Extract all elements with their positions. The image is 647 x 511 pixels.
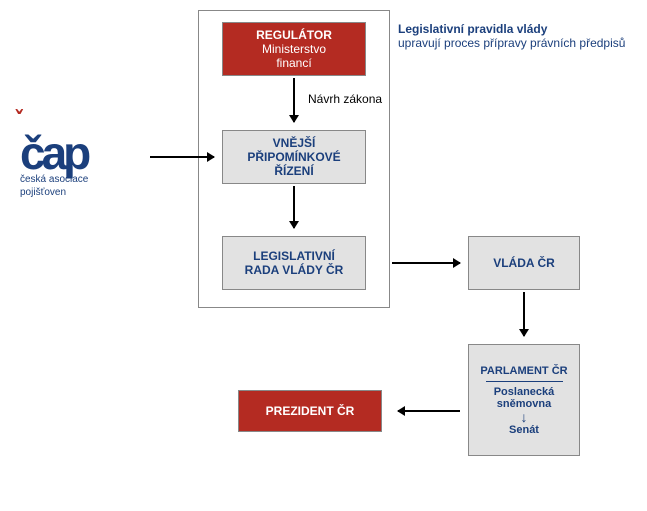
logo-cap: ˇ čap česká asociace pojišťoven [20, 135, 88, 198]
vlada-line1: VLÁDA ČR [493, 256, 555, 270]
parlament-line3: Senát [509, 424, 539, 436]
regulator-line1: Ministerstvo [262, 42, 326, 56]
arrow-lrv-to-vlada [392, 262, 460, 264]
regulator-title: REGULÁTOR [256, 28, 332, 42]
node-regulator: REGULÁTOR Ministerstvo financí [222, 22, 366, 76]
logo-hacek: ˇ [16, 105, 23, 139]
logo-sub2: pojišťoven [20, 187, 88, 198]
vpr-line1: VNĚJŠÍ [273, 136, 316, 150]
node-prezident: PREZIDENT ČR [238, 390, 382, 432]
arrow-vlada-to-parlament [523, 292, 525, 336]
vpr-line2: PŘIPOMÍNKOVÉ [247, 150, 340, 164]
arrow-reg-to-vpr [293, 78, 295, 122]
logo-brand: čap [20, 135, 88, 172]
parlament-title: PARLAMENT ČR [480, 365, 567, 377]
node-vlada: VLÁDA ČR [468, 236, 580, 290]
annotation-text: upravují proces přípravy právních předpi… [398, 36, 625, 50]
parlament-separator [486, 381, 563, 382]
annotation-title: Legislativní pravidla vlády [398, 22, 625, 36]
prezident-title: PREZIDENT ČR [266, 404, 355, 418]
arrow-snemovna-senat: ↓ [521, 410, 528, 424]
parlament-line1: Poslanecká [494, 386, 555, 398]
lrv-line2: RADA VLÁDY ČR [245, 263, 344, 277]
node-vpr: VNĚJŠÍ PŘIPOMÍNKOVÉ ŘÍZENÍ [222, 130, 366, 184]
label-navrh-zakona: Návrh zákona [308, 92, 382, 106]
arrow-logo-to-vpr [150, 156, 214, 158]
parlament-line2: sněmovna [497, 398, 551, 410]
vpr-line3: ŘÍZENÍ [274, 164, 313, 178]
logo-sub1: česká asociace [20, 174, 88, 185]
regulator-line2: financí [276, 56, 311, 70]
node-lrv: LEGISLATIVNÍ RADA VLÁDY ČR [222, 236, 366, 290]
annotation-legislative-rules: Legislativní pravidla vlády upravují pro… [398, 22, 625, 50]
node-parlament: PARLAMENT ČR Poslanecká sněmovna ↓ Senát [468, 344, 580, 456]
arrow-vpr-to-lrv [293, 186, 295, 228]
arrow-parlament-to-prezident [398, 410, 460, 412]
lrv-line1: LEGISLATIVNÍ [253, 249, 335, 263]
